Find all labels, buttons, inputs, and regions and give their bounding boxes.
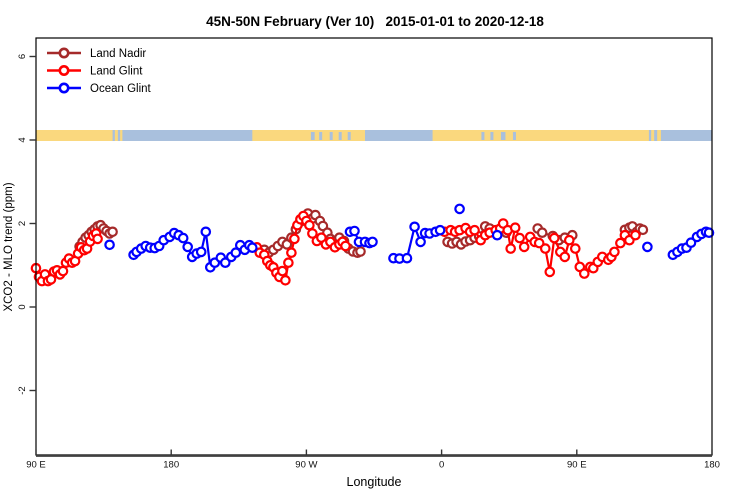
data-point [304, 219, 315, 231]
data-point [536, 227, 548, 238]
data-point [637, 224, 649, 236]
data-point [559, 251, 571, 263]
data-point [283, 257, 294, 268]
legend-item-land-nadir: Land Nadir [47, 47, 146, 60]
legend-label: Land Glint [90, 66, 143, 78]
data-point [548, 232, 560, 244]
data-point [563, 234, 575, 246]
x-tick-label: 90 E [26, 460, 46, 471]
series-land-glint [30, 210, 641, 287]
x-tick-label: 90 W [295, 460, 317, 471]
data-point [609, 246, 620, 258]
data-point [355, 246, 366, 257]
y-tick-label: 2 [17, 221, 28, 226]
data-point [518, 241, 530, 253]
map-ocean-band [36, 130, 712, 141]
legend-label: Land Nadir [90, 48, 146, 60]
data-point [539, 243, 551, 254]
data-point [367, 236, 378, 248]
x-axis-title: Longitude [347, 475, 402, 489]
data-point [509, 222, 521, 233]
map-land-segment [651, 130, 655, 141]
data-point [469, 224, 480, 236]
map-ocean-inlet [512, 132, 516, 140]
data-point [182, 241, 193, 253]
data-point [409, 221, 420, 233]
y-tick-label: 0 [17, 304, 28, 309]
data-point [505, 243, 516, 254]
map-land-segment [114, 130, 118, 141]
data-point [280, 274, 291, 286]
world-map-strip [36, 130, 712, 141]
y-axis: -2 0 2 4 6 [17, 54, 36, 395]
map-ocean-inlet [500, 132, 506, 140]
data-point [491, 229, 503, 241]
map-land-segment [120, 130, 123, 141]
legend-marker-icon [58, 82, 70, 94]
data-point [615, 237, 626, 249]
data-point [307, 228, 318, 239]
y-axis-title: XCO2 - MLO trend (ppm) [3, 182, 15, 311]
data-point [630, 229, 641, 241]
data-series-layer [30, 203, 715, 287]
data-point [286, 247, 297, 258]
data-point [642, 241, 653, 253]
map-ocean-inlet [319, 132, 323, 140]
legend-label: Ocean Glint [90, 83, 152, 95]
data-point [434, 224, 446, 236]
data-point [277, 265, 288, 277]
map-land-segment [252, 130, 365, 141]
data-point [177, 232, 189, 244]
data-point [200, 226, 212, 238]
data-point [247, 242, 258, 253]
data-point [454, 203, 465, 215]
data-point [57, 265, 69, 277]
legend-item-land-glint: Land Glint [47, 65, 143, 78]
map-ocean-inlet [329, 132, 333, 140]
data-point [349, 225, 360, 237]
data-point [92, 233, 103, 245]
map-land-segment [36, 130, 113, 141]
data-point [107, 226, 118, 238]
map-ocean-inlet [310, 132, 315, 140]
data-point [578, 268, 590, 279]
chart-title: 45N-50N February (Ver 10) 2015-01-01 to … [206, 14, 544, 29]
legend-item-ocean-glint: Ocean Glint [47, 82, 152, 95]
data-point [685, 237, 697, 248]
data-point [514, 232, 525, 244]
x-tick-label: 180 [163, 460, 179, 471]
data-point [340, 240, 351, 252]
map-ocean-inlet [490, 132, 494, 140]
data-point [703, 227, 715, 238]
legend-marker-icon [58, 65, 70, 77]
data-point [401, 252, 413, 264]
y-tick-label: -2 [17, 386, 28, 394]
x-axis: 90 E 180 90 W 0 90 E 180 [26, 449, 720, 471]
x-tick-label: 180 [704, 460, 720, 471]
map-ocean-inlet [347, 132, 351, 140]
data-point [230, 247, 242, 258]
data-point [195, 246, 207, 258]
map-land-segment [432, 130, 649, 141]
legend: Land Nadir Land Glint Ocean Glint [47, 47, 152, 95]
data-point [415, 236, 426, 248]
map-land-segment [657, 130, 661, 141]
data-point [569, 243, 581, 254]
data-point [104, 239, 115, 251]
x-tick-label: 0 [439, 460, 444, 471]
map-ocean-inlet [481, 132, 485, 140]
data-point [544, 266, 556, 278]
y-tick-label: 6 [17, 54, 28, 59]
x-tick-label: 90 E [567, 460, 587, 471]
data-point [220, 257, 231, 268]
y-tick-label: 4 [17, 137, 28, 142]
legend-marker-icon [58, 47, 70, 59]
map-ocean-inlet [338, 132, 342, 140]
series-ocean-glint [104, 203, 715, 273]
data-point [289, 233, 300, 245]
